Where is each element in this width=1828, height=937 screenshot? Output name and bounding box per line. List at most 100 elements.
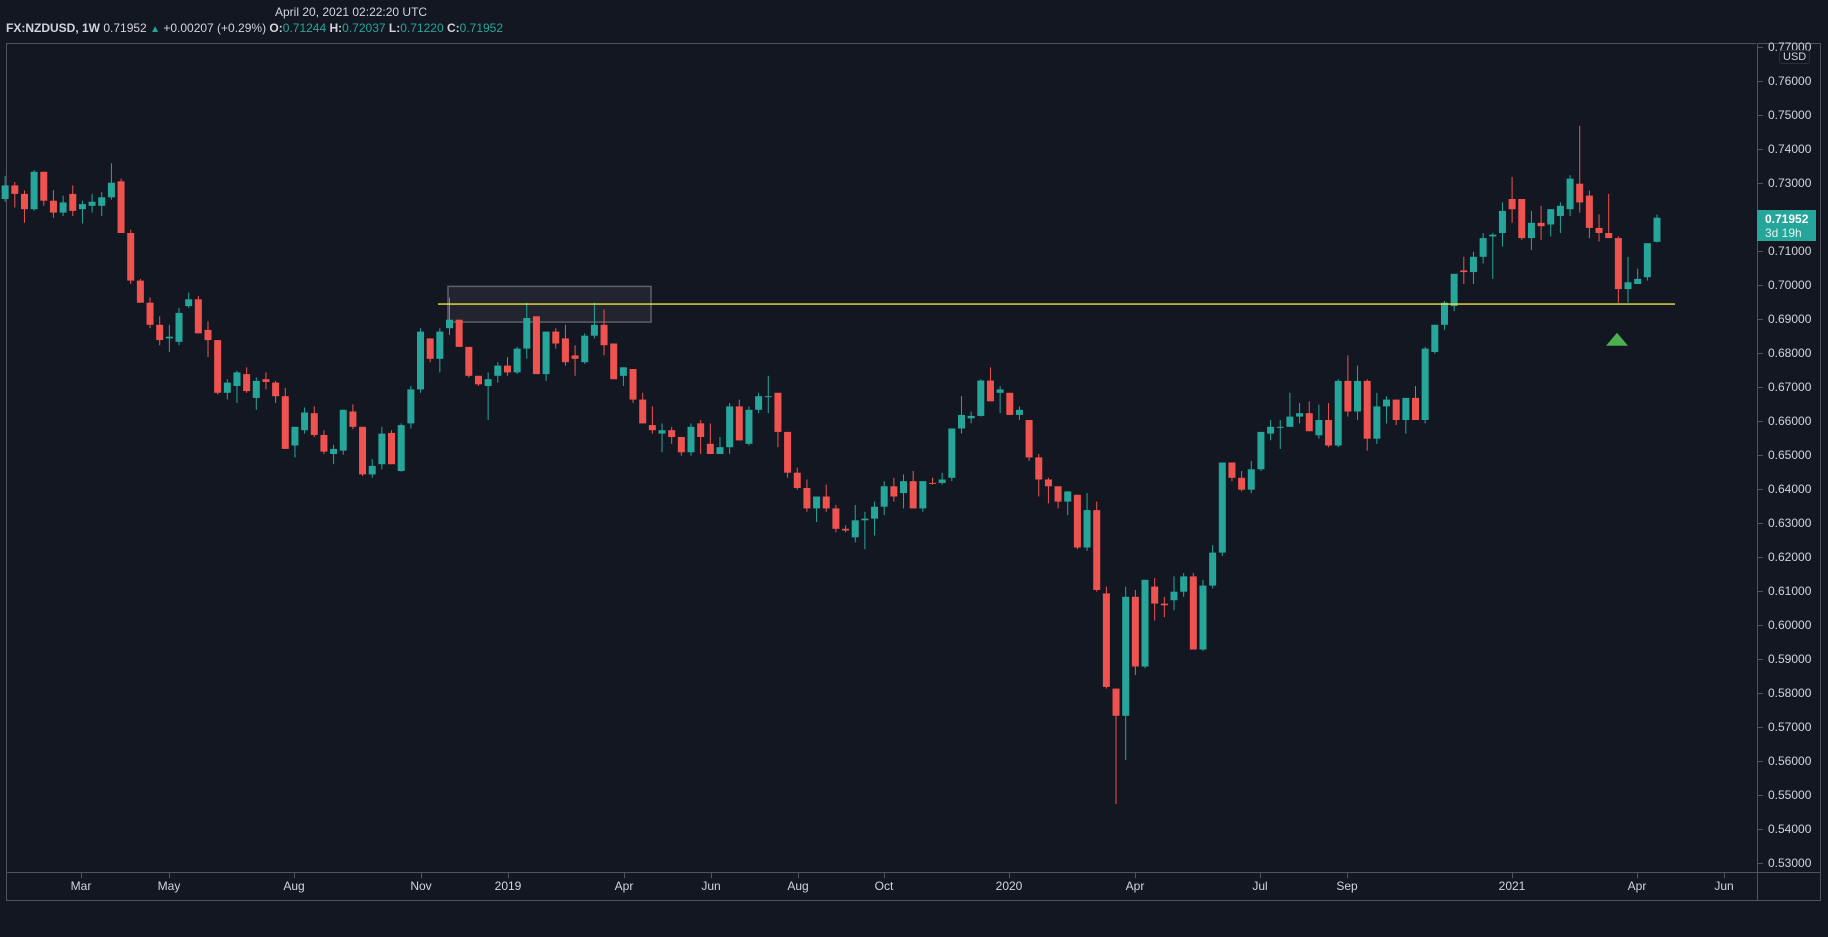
time-tick [169, 873, 170, 878]
candle-down [1102, 586, 1110, 689]
candle-down [648, 406, 656, 434]
time-tick [421, 873, 422, 878]
price-tick-label: 0.65000 [1768, 448, 1812, 462]
last-price-axis-value: 0.71952 [1765, 212, 1809, 226]
candle-down [272, 380, 280, 403]
candle-down [803, 479, 811, 512]
candle-down [1460, 256, 1468, 284]
candle-down [1325, 403, 1333, 448]
candle-up [30, 170, 38, 211]
candle-down [426, 338, 434, 363]
price-axis[interactable]: 0.770000.760000.750000.740000.730000.720… [1757, 40, 1821, 872]
candle-up [1440, 301, 1448, 330]
price-tick-label: 0.73000 [1768, 176, 1812, 190]
time-tick-label: Jun [1714, 879, 1734, 893]
price-tick-label: 0.55000 [1768, 788, 1812, 802]
time-tick-label: Sep [1336, 879, 1358, 893]
candle-down [1006, 392, 1014, 415]
price-tick [1758, 693, 1763, 694]
price-tick-label: 0.59000 [1768, 652, 1812, 666]
price-tick-label: 0.61000 [1768, 584, 1812, 598]
price-tick [1758, 523, 1763, 524]
candle-down [1363, 379, 1371, 451]
candle-up [938, 472, 946, 485]
candle-down [822, 484, 830, 512]
up-arrow-icon[interactable] [1606, 332, 1628, 346]
candle-down [69, 185, 77, 216]
candle-down [774, 392, 782, 448]
candle-up [233, 370, 241, 403]
time-axis[interactable]: Mar May Aug Nov 2019 Apr Jun Aug Oct 2020 Apr Jul Se… [6, 872, 1757, 901]
candle-down [552, 328, 560, 349]
price-tick [1758, 81, 1763, 82]
candle-up [1653, 214, 1661, 243]
candle-up [1218, 462, 1226, 556]
candle-down [890, 477, 898, 502]
candle-up [851, 505, 859, 543]
candle-down [156, 316, 164, 346]
candle-down [349, 404, 357, 430]
price-tick [1758, 829, 1763, 830]
chart-pane[interactable] [6, 43, 1756, 872]
candle-up [1498, 202, 1506, 247]
candle-up [1315, 404, 1323, 439]
price-tick-label: 0.58000 [1768, 686, 1812, 700]
price-tick [1758, 387, 1763, 388]
price-tick [1758, 591, 1763, 592]
time-tick [81, 873, 82, 878]
price-tick-label: 0.76000 [1768, 74, 1812, 88]
low-label: L: [388, 21, 401, 35]
price-tick [1758, 625, 1763, 626]
candle-up [861, 511, 869, 550]
symbol-name[interactable]: FX:NZDUSD, 1W [6, 21, 100, 35]
candle-down [474, 375, 482, 386]
candle-down [117, 178, 125, 233]
candle-down [561, 324, 569, 366]
candle-up [291, 426, 299, 458]
candle-up [484, 372, 492, 420]
candle-up [1402, 397, 1410, 434]
candle-up [1431, 324, 1439, 354]
candle-up [1267, 420, 1275, 441]
candle-up [977, 379, 985, 417]
candle-down [571, 345, 579, 376]
high-value: 0.72037 [342, 21, 386, 35]
price-tick-label: 0.68000 [1768, 346, 1812, 360]
time-tick [711, 873, 712, 878]
candle-down [1595, 214, 1603, 242]
candle-up [1566, 175, 1574, 216]
candle-up [1383, 396, 1391, 424]
candle-down [600, 309, 608, 356]
candle-down [388, 430, 396, 465]
candle-up [407, 386, 415, 429]
candle-down [629, 369, 637, 403]
candle-up [542, 331, 550, 381]
candle-up [755, 392, 763, 414]
time-tick [508, 873, 509, 878]
time-tick [1260, 873, 1261, 878]
candle-down [1151, 578, 1159, 621]
candle-up [1247, 460, 1255, 494]
cursor-datetime: April 20, 2021 02:22:20 UTC [275, 5, 428, 19]
time-tick [1135, 873, 1136, 878]
currency-label[interactable]: USD [1779, 50, 1811, 64]
time-tick-label: Apr [1125, 879, 1145, 893]
candle-down [1044, 477, 1052, 504]
candle-down [1305, 401, 1313, 432]
price-tick-label: 0.69000 [1768, 312, 1812, 326]
last-price-label: 0.71952 3d 19h [1757, 210, 1816, 241]
candle-up [726, 403, 734, 454]
candle-down [793, 467, 801, 490]
price-tick-label: 0.53000 [1768, 856, 1812, 870]
candle-down [986, 367, 994, 402]
time-tick [1724, 873, 1725, 878]
time-tick [1009, 873, 1010, 878]
candle-down [243, 367, 251, 393]
candle-down [610, 343, 618, 380]
candle-up [1479, 233, 1487, 264]
candle-down [146, 297, 154, 329]
candle-up [175, 307, 183, 346]
candle-up [967, 411, 975, 424]
price-tick [1758, 761, 1763, 762]
